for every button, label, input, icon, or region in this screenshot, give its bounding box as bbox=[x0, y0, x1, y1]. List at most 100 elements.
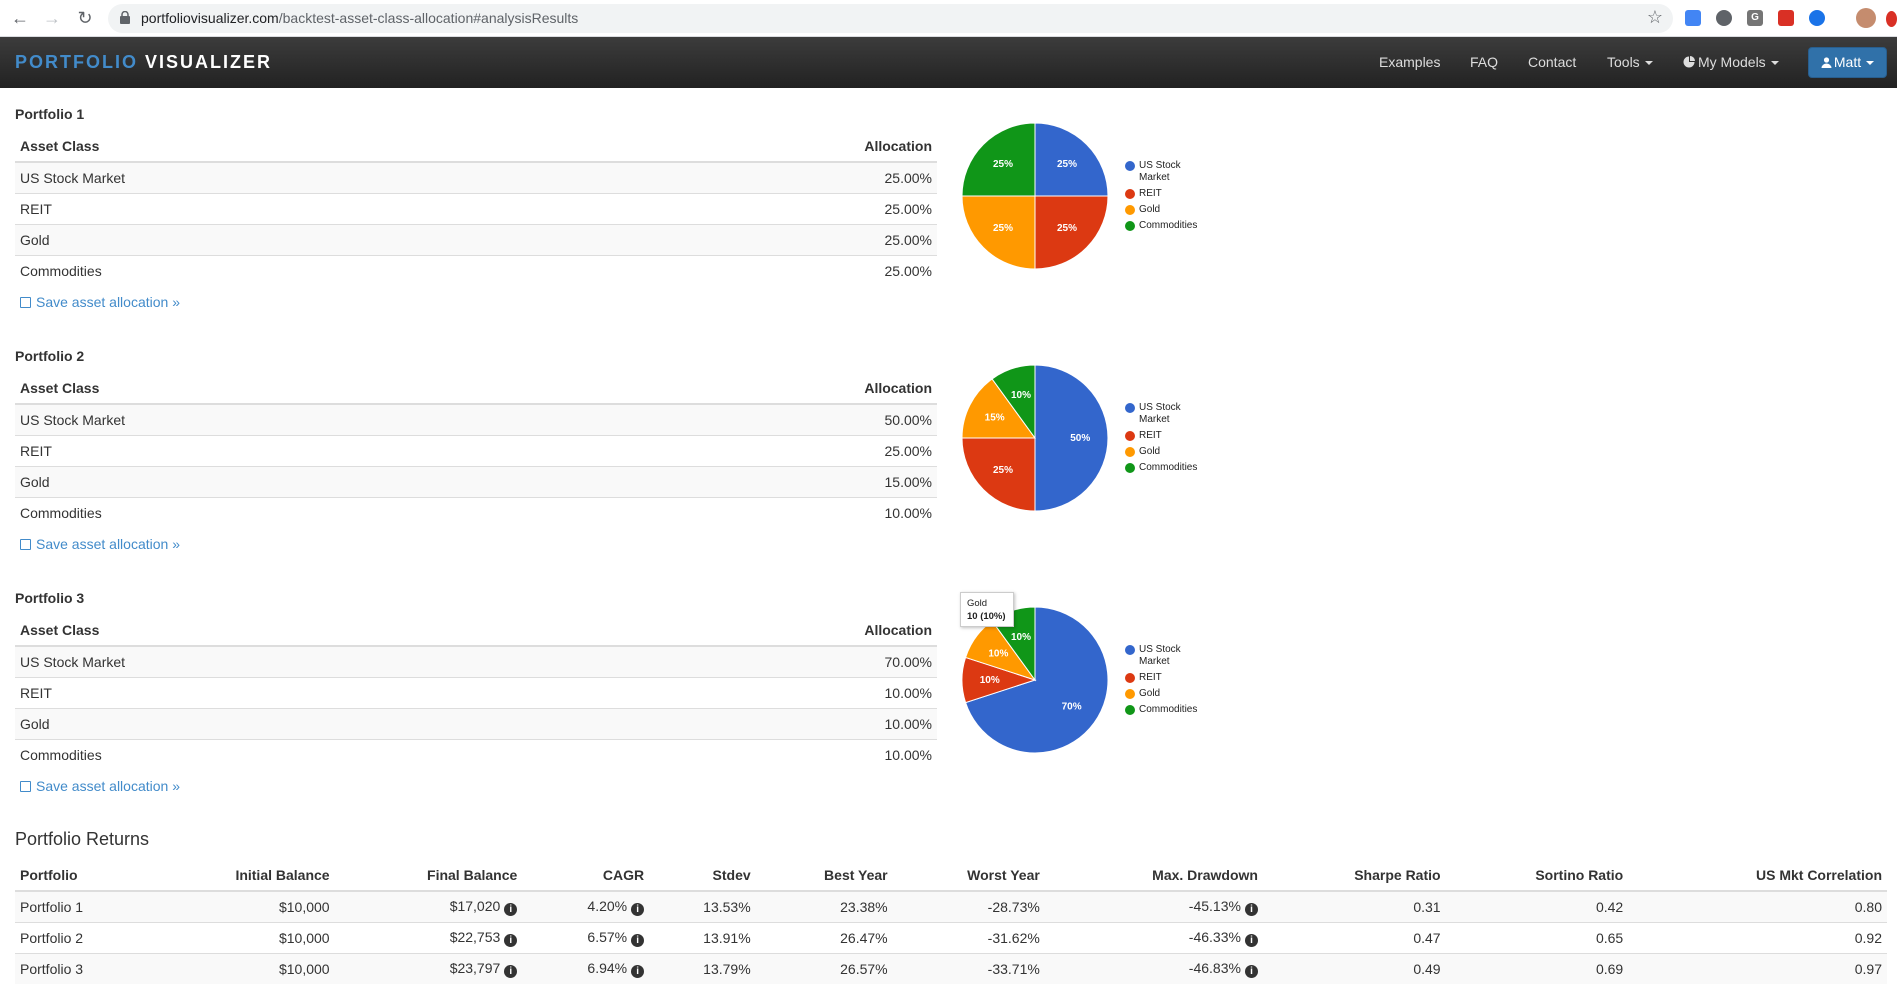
chart-tooltip: Gold 10 (10%) bbox=[960, 592, 1014, 627]
legend-dot bbox=[1125, 189, 1135, 199]
pie-slice-label: 25% bbox=[993, 159, 1013, 170]
nav-contact[interactable]: Contact bbox=[1528, 54, 1577, 70]
asset-allocation: 10.00% bbox=[565, 676, 937, 708]
asset-allocation: 10.00% bbox=[565, 496, 937, 528]
table-cell: Portfolio 1 bbox=[15, 890, 183, 922]
nav-my-models[interactable]: My Models bbox=[1683, 54, 1779, 70]
save-allocation-link[interactable]: Save asset allocation » bbox=[20, 778, 180, 794]
pie-chart: 25% 25% 25% 25% bbox=[961, 122, 1109, 270]
save-allocation-link[interactable]: Save asset allocation » bbox=[20, 536, 180, 552]
pie-slice-commodities[interactable] bbox=[961, 122, 1036, 197]
info-icon[interactable]: i bbox=[1244, 902, 1258, 916]
extension-circle-icon[interactable] bbox=[1716, 10, 1732, 26]
forward-icon[interactable]: → bbox=[43, 8, 61, 28]
pie-chart-icon bbox=[1683, 56, 1695, 68]
table-row: US Stock Market 25.00% bbox=[15, 161, 937, 193]
bookmark-star-icon[interactable]: ☆ bbox=[1646, 7, 1663, 27]
table-cell: 0.80 bbox=[1628, 890, 1887, 922]
cell-value: Portfolio 3 bbox=[20, 960, 84, 977]
cell-value: 0.31 bbox=[1413, 898, 1441, 915]
pie-legend: US Stock Market REIT Gold Commodities bbox=[1125, 644, 1197, 720]
cell-value: 6.94% bbox=[587, 959, 628, 976]
pie-slice-reit[interactable] bbox=[961, 437, 1036, 512]
tooltip-value: 10 (10%) bbox=[967, 611, 1006, 622]
extension-gear-icon[interactable] bbox=[1809, 10, 1825, 26]
table-row: Commodities 25.00% bbox=[15, 254, 937, 286]
nav-faq[interactable]: FAQ bbox=[1470, 54, 1499, 70]
reload-icon[interactable]: ↻ bbox=[77, 8, 93, 28]
table-cell: 0.69 bbox=[1445, 952, 1629, 984]
cell-value: 4.20% bbox=[587, 897, 628, 914]
info-icon[interactable]: i bbox=[1244, 933, 1258, 947]
pie-slice-commodities[interactable] bbox=[991, 364, 1036, 440]
user-menu-button[interactable]: Matt bbox=[1808, 47, 1887, 78]
browser-toolbar: ← → ↻ portfoliovisualizer.com/backtest-a… bbox=[0, 0, 1897, 37]
nav-examples[interactable]: Examples bbox=[1379, 54, 1441, 70]
save-disk-icon bbox=[20, 297, 31, 308]
extension-icon[interactable] bbox=[1685, 10, 1701, 26]
table-row: Gold 15.00% bbox=[15, 465, 937, 497]
pie-slice-label: 70% bbox=[1062, 702, 1082, 713]
cell-value: Portfolio 1 bbox=[20, 898, 84, 915]
pie-slice-label: 15% bbox=[985, 412, 1005, 423]
back-icon[interactable]: ← bbox=[11, 8, 29, 28]
asset-allocation: 10.00% bbox=[565, 738, 937, 770]
allocation-table: Asset Class Allocation US Stock Market 50… bbox=[15, 373, 937, 528]
extension-pdf-icon[interactable] bbox=[1778, 10, 1794, 26]
column-header: Asset Class bbox=[15, 373, 566, 405]
cell-value: $10,000 bbox=[278, 898, 330, 915]
pie-slice-label: 25% bbox=[993, 465, 1013, 476]
pie-slice-us-stock-market[interactable] bbox=[1034, 122, 1109, 197]
column-header: Best Year bbox=[755, 860, 893, 892]
table-cell: $17,020 i bbox=[334, 890, 523, 922]
column-header: Asset Class bbox=[15, 131, 566, 163]
cell-value: 26.57% bbox=[840, 960, 888, 977]
save-allocation-link[interactable]: Save asset allocation » bbox=[20, 294, 180, 310]
pie-slice-gold[interactable] bbox=[961, 378, 1036, 439]
notification-icon[interactable] bbox=[1886, 11, 1897, 27]
column-header: Sharpe Ratio bbox=[1262, 860, 1446, 892]
asset-allocation: 25.00% bbox=[565, 254, 937, 286]
cell-value: 23.38% bbox=[840, 898, 888, 915]
cell-value: 26.47% bbox=[840, 929, 888, 946]
legend-item: Commodities bbox=[1125, 704, 1197, 720]
cell-value: 6.57% bbox=[587, 928, 628, 945]
legend-item: Gold bbox=[1125, 688, 1197, 704]
chevron-down-icon bbox=[1644, 61, 1653, 66]
table-cell: 0.97 bbox=[1628, 952, 1887, 984]
legend-dot bbox=[1125, 447, 1135, 457]
pie-slice-label: 10% bbox=[980, 675, 1000, 686]
info-icon[interactable]: i bbox=[631, 964, 645, 978]
pie-slice-reit[interactable] bbox=[1034, 195, 1109, 270]
portfolio-title: Portfolio 1 bbox=[15, 106, 85, 122]
cell-value: 0.97 bbox=[1854, 960, 1882, 977]
info-icon[interactable]: i bbox=[631, 902, 645, 916]
pie-slice-us-stock-market[interactable] bbox=[1034, 364, 1109, 512]
table-cell: 0.92 bbox=[1628, 921, 1887, 953]
table-row: REIT 25.00% bbox=[15, 434, 937, 466]
pie-legend: US Stock Market REIT Gold Commodities bbox=[1125, 160, 1197, 236]
table-cell: Portfolio 3 bbox=[15, 952, 183, 984]
info-icon[interactable]: i bbox=[504, 902, 518, 916]
pie-slice-gold[interactable] bbox=[961, 195, 1036, 270]
table-row: Commodities 10.00% bbox=[15, 738, 937, 770]
asset-name: REIT bbox=[15, 676, 566, 708]
legend-item: REIT bbox=[1125, 672, 1197, 688]
info-icon[interactable]: i bbox=[631, 933, 645, 947]
table-cell: 0.49 bbox=[1262, 952, 1446, 984]
nav-tools[interactable]: Tools bbox=[1607, 54, 1653, 70]
pie-slice-label: 10% bbox=[1011, 390, 1031, 401]
info-icon[interactable]: i bbox=[1244, 964, 1258, 978]
table-cell: -46.33% i bbox=[1044, 921, 1263, 953]
address-bar[interactable]: portfoliovisualizer.com/backtest-asset-c… bbox=[108, 4, 1673, 33]
profile-avatar[interactable] bbox=[1856, 8, 1876, 28]
cell-value: -46.33% bbox=[1188, 928, 1241, 945]
legend-dot bbox=[1125, 645, 1135, 655]
table-row: REIT 10.00% bbox=[15, 676, 937, 708]
pie-slice-label: 10% bbox=[1011, 632, 1031, 643]
info-icon[interactable]: i bbox=[504, 933, 518, 947]
pie-slice-us-stock-market[interactable] bbox=[964, 606, 1109, 754]
extension-g-icon[interactable]: G bbox=[1747, 10, 1763, 26]
info-icon[interactable]: i bbox=[504, 964, 518, 978]
brand-logo[interactable]: PORTFOLIO VISUALIZER bbox=[15, 52, 273, 72]
